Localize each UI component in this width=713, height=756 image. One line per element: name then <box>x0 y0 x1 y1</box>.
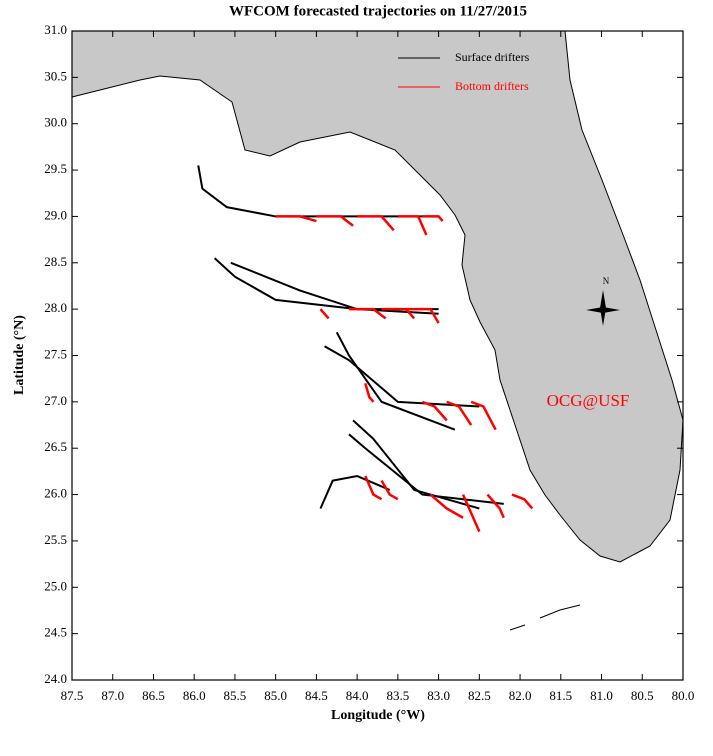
trajectory <box>446 400 473 426</box>
trajectory <box>319 474 391 509</box>
trajectory <box>486 493 505 519</box>
x-tick-label: 81.0 <box>590 688 613 703</box>
x-tick-label: 82.0 <box>509 688 532 703</box>
trajectory <box>348 307 387 320</box>
legend-label: Bottom drifters <box>455 79 529 93</box>
trajectory <box>511 493 534 510</box>
y-tick-label: 24.0 <box>44 671 67 686</box>
x-tick-label: 86.5 <box>142 688 165 703</box>
y-tick-label: 25.0 <box>44 578 67 593</box>
compass-rose <box>586 290 620 326</box>
x-tick-label: 80.5 <box>631 688 654 703</box>
y-tick-label: 28.0 <box>44 300 67 315</box>
trajectory <box>470 400 497 431</box>
y-tick-label: 24.5 <box>44 625 67 640</box>
x-tick-label: 82.5 <box>468 688 491 703</box>
trajectory <box>352 419 480 510</box>
x-tick-label: 85.5 <box>224 688 247 703</box>
trajectory <box>429 493 464 519</box>
y-tick-label: 31.0 <box>44 22 67 37</box>
y-tick-label: 29.0 <box>44 207 67 222</box>
x-tick-label: 85.0 <box>264 688 287 703</box>
x-tick-label: 87.5 <box>61 688 84 703</box>
y-tick-label: 28.5 <box>44 254 67 269</box>
y-tick-label: 26.5 <box>44 439 67 454</box>
y-tick-label: 30.0 <box>44 115 67 130</box>
trajectory <box>406 307 440 324</box>
x-tick-label: 87.0 <box>101 688 124 703</box>
trajectory <box>324 345 480 408</box>
trajectory <box>421 400 448 422</box>
trajectory <box>348 433 504 505</box>
trajectory <box>397 215 428 236</box>
y-tick-label: 26.0 <box>44 486 67 501</box>
x-tick-label: 81.5 <box>549 688 572 703</box>
trajectory <box>364 475 383 501</box>
x-tick-label: 83.5 <box>386 688 409 703</box>
trajectory <box>461 494 481 533</box>
trajectory <box>357 215 395 232</box>
land <box>71 30 684 563</box>
annotation: OCG@USF <box>547 391 630 410</box>
x-tick-label: 84.0 <box>346 688 369 703</box>
y-tick-label: 30.5 <box>44 68 67 83</box>
trajectory <box>316 215 354 227</box>
compass: N <box>586 276 620 326</box>
trajectory <box>319 308 330 320</box>
y-tick-label: 27.5 <box>44 346 67 361</box>
trajectory <box>335 331 456 431</box>
legend-label: Surface drifters <box>455 50 530 64</box>
keys <box>509 604 581 631</box>
trajectory <box>364 382 375 403</box>
trajectory <box>380 480 399 501</box>
y-tick-label: 25.5 <box>44 532 67 547</box>
y-tick-label: 27.0 <box>44 393 67 408</box>
trajectory <box>275 215 317 223</box>
y-axis-label: Latitude (°N) <box>12 315 27 395</box>
x-tick-label: 83.0 <box>427 688 450 703</box>
x-tick-label: 86.0 <box>183 688 206 703</box>
chart-title: WFCOM forecasted trajectories on 11/27/2… <box>229 3 527 19</box>
compass-label: N <box>603 276 610 286</box>
trajectory <box>422 215 444 222</box>
x-tick-label: 80.0 <box>672 688 695 703</box>
x-tick-label: 84.5 <box>305 688 328 703</box>
x-axis-label: Longitude (°W) <box>331 708 425 723</box>
y-tick-label: 29.5 <box>44 161 67 176</box>
trajectory <box>230 261 439 315</box>
